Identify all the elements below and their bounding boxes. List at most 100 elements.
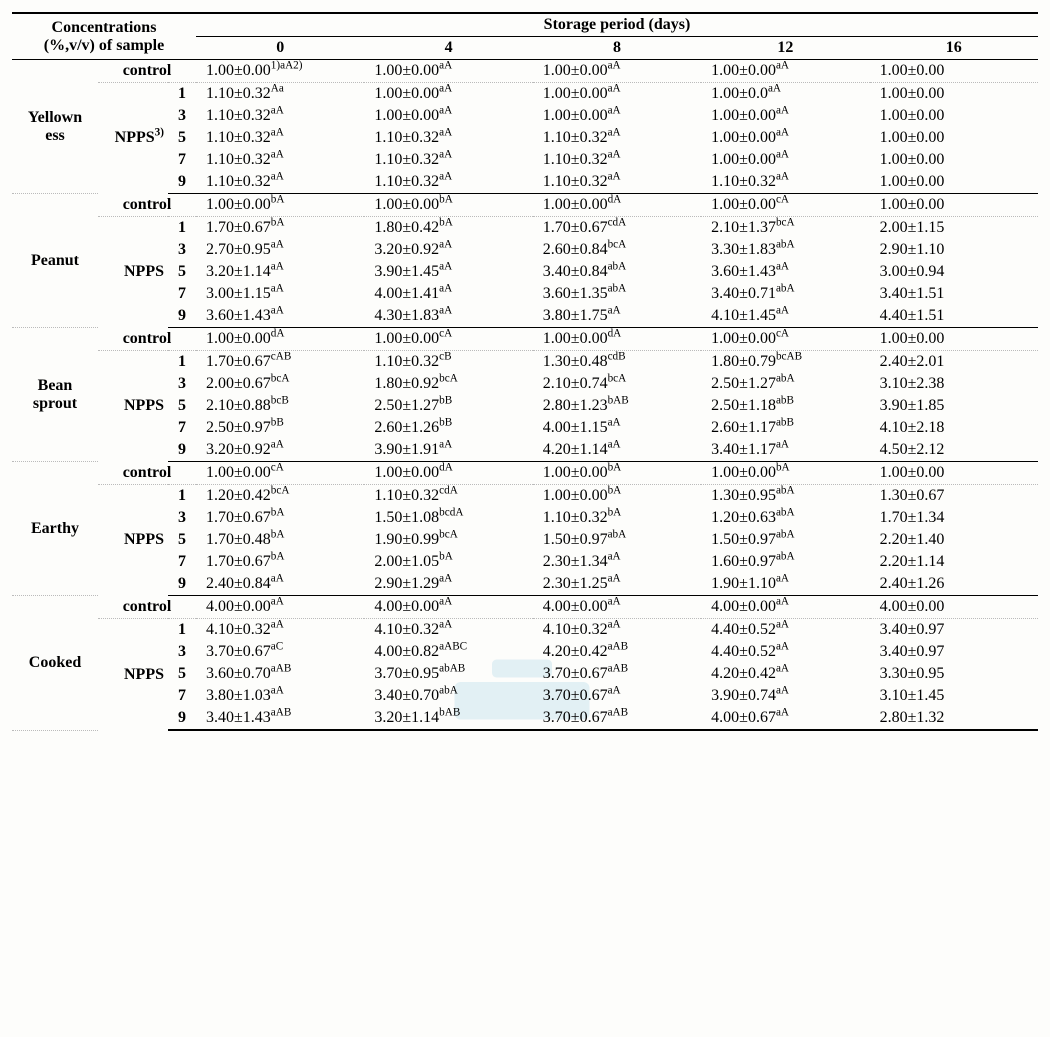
value-cell: 1.00±0.0aA [701, 83, 869, 106]
value-cell: 1.00±0.00cA [701, 194, 869, 217]
value-cell: 1.00±0.00cA [196, 462, 364, 485]
value-cell: 2.00±1.15 [870, 217, 1038, 240]
attribute-cell: Beansprout [12, 328, 98, 462]
header-day-8: 8 [533, 37, 701, 60]
header-concentrations: Concentrations (%,v/v) of sample [12, 13, 196, 60]
value-cell: 1.70±0.67bA [196, 217, 364, 240]
value-cell: 2.40±0.84aA [196, 573, 364, 596]
value-cell: 2.50±1.27abA [701, 373, 869, 395]
value-cell: 4.00±1.41aA [364, 283, 532, 305]
attribute-cell: Yellowness [12, 60, 98, 194]
header-day-12: 12 [701, 37, 869, 60]
value-cell: 4.00±0.00aA [364, 596, 532, 619]
value-cell: 1.00±0.00 [870, 171, 1038, 194]
value-cell: 4.20±0.42aAB [533, 641, 701, 663]
concentration-cell: 7 [168, 417, 196, 439]
value-cell: 2.60±0.84bcA [533, 239, 701, 261]
control-label: control [98, 328, 196, 351]
value-cell: 4.00±0.00 [870, 596, 1038, 619]
header-storage-title: Storage period (days) [196, 13, 1038, 37]
control-label: control [98, 462, 196, 485]
concentration-cell: 1 [168, 217, 196, 240]
value-cell: 2.70±0.95aA [196, 239, 364, 261]
value-cell: 1.00±0.00aA [701, 149, 869, 171]
value-cell: 1.30±0.48cdB [533, 351, 701, 374]
value-cell: 4.00±0.00aA [701, 596, 869, 619]
value-cell: 1.10±0.32Aa [196, 83, 364, 106]
value-cell: 3.90±1.45aA [364, 261, 532, 283]
value-cell: 4.00±0.00aA [533, 596, 701, 619]
value-cell: 1.80±0.42bA [364, 217, 532, 240]
value-cell: 4.10±0.32aA [533, 619, 701, 642]
value-cell: 3.90±0.74aA [701, 685, 869, 707]
value-cell: 2.60±1.26bB [364, 417, 532, 439]
value-cell: 3.20±1.14aA [196, 261, 364, 283]
value-cell: 1.60±0.97abA [701, 551, 869, 573]
value-cell: 1.00±0.00bA [533, 462, 701, 485]
value-cell: 2.50±0.97bB [196, 417, 364, 439]
value-cell: 1.10±0.32cdA [364, 485, 532, 508]
concentration-cell: 1 [168, 83, 196, 106]
value-cell: 1.20±0.63abA [701, 507, 869, 529]
source-label: NPPS3) [98, 83, 168, 194]
value-cell: 3.40±0.71abA [701, 283, 869, 305]
concentration-cell: 1 [168, 485, 196, 508]
value-cell: 1.00±0.00aA [364, 60, 532, 83]
value-cell: 2.50±1.18abB [701, 395, 869, 417]
value-cell: 3.70±0.67aAB [533, 663, 701, 685]
value-cell: 1.70±0.67bA [196, 551, 364, 573]
value-cell: 1.00±0.00bA [533, 485, 701, 508]
value-cell: 1.00±0.00bA [701, 462, 869, 485]
value-cell: 4.20±1.14aA [533, 439, 701, 462]
value-cell: 4.10±0.32aA [196, 619, 364, 642]
value-cell: 1.00±0.00 [870, 83, 1038, 106]
value-cell: 1.90±0.99bcA [364, 529, 532, 551]
concentration-cell: 1 [168, 351, 196, 374]
value-cell: 1.10±0.32aA [196, 105, 364, 127]
value-cell: 1.50±0.97abA [701, 529, 869, 551]
value-cell: 1.00±0.00aA [701, 127, 869, 149]
concentration-cell: 1 [168, 619, 196, 642]
concentration-cell: 7 [168, 149, 196, 171]
value-cell: 4.50±2.12 [870, 439, 1038, 462]
value-cell: 1.00±0.00cA [701, 328, 869, 351]
value-cell: 1.10±0.32cB [364, 351, 532, 374]
concentration-cell: 5 [168, 127, 196, 149]
control-label: control [98, 194, 196, 217]
value-cell: 1.00±0.00bA [364, 194, 532, 217]
value-cell: 1.00±0.00aA [701, 60, 869, 83]
table-row: NPPS3)11.10±0.32Aa1.00±0.00aA1.00±0.00aA… [12, 83, 1038, 106]
table-row: Earthycontrol1.00±0.00cA1.00±0.00dA1.00±… [12, 462, 1038, 485]
value-cell: 3.20±0.92aA [196, 439, 364, 462]
value-cell: 4.30±1.83aA [364, 305, 532, 328]
table-row: Beansproutcontrol1.00±0.00dA1.00±0.00cA1… [12, 328, 1038, 351]
control-label: control [98, 596, 196, 619]
table-row: NPPS11.20±0.42bcA1.10±0.32cdA1.00±0.00bA… [12, 485, 1038, 508]
value-cell: 1.80±0.92bcA [364, 373, 532, 395]
value-cell: 1.00±0.00bA [196, 194, 364, 217]
value-cell: 2.60±1.17abB [701, 417, 869, 439]
value-cell: 2.90±1.10 [870, 239, 1038, 261]
value-cell: 2.00±1.05bA [364, 551, 532, 573]
value-cell: 1.00±0.00 [870, 127, 1038, 149]
value-cell: 1.00±0.00dA [533, 194, 701, 217]
value-cell: 1.90±1.10aA [701, 573, 869, 596]
value-cell: 3.60±1.43aA [196, 305, 364, 328]
source-label: NPPS [98, 351, 168, 462]
value-cell: 1.70±0.48bA [196, 529, 364, 551]
value-cell: 4.00±0.00aA [196, 596, 364, 619]
source-label: NPPS [98, 485, 168, 596]
table-row: Peanutcontrol1.00±0.00bA1.00±0.00bA1.00±… [12, 194, 1038, 217]
value-cell: 3.70±0.67aA [533, 685, 701, 707]
table-row: NPPS14.10±0.32aA4.10±0.32aA4.10±0.32aA4.… [12, 619, 1038, 642]
value-cell: 3.80±1.75aA [533, 305, 701, 328]
concentration-cell: 5 [168, 395, 196, 417]
value-cell: 3.40±0.84abA [533, 261, 701, 283]
value-cell: 4.20±0.42aA [701, 663, 869, 685]
value-cell: 3.40±0.70abA [364, 685, 532, 707]
value-cell: 4.00±0.82aABC [364, 641, 532, 663]
value-cell: 1.30±0.95abA [701, 485, 869, 508]
value-cell: 1.10±0.32aA [196, 149, 364, 171]
value-cell: 1.00±0.00dA [196, 328, 364, 351]
value-cell: 1.00±0.00 [870, 149, 1038, 171]
